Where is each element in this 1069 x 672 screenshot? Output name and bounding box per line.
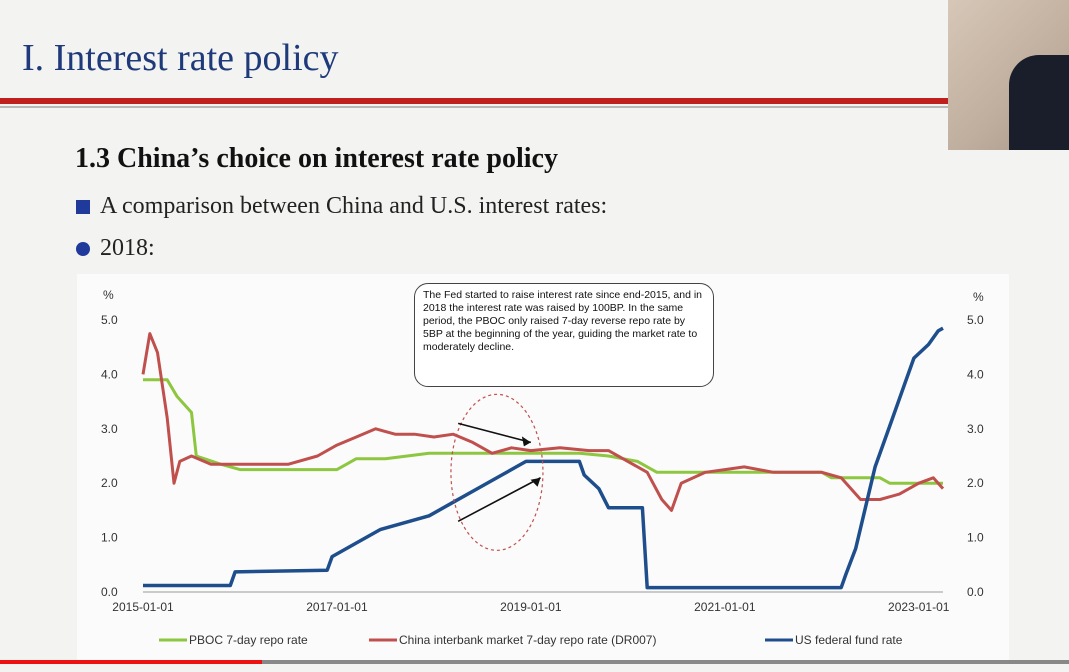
- dr007-line: [141, 332, 945, 512]
- y-tick-label-left: 1.0: [101, 531, 118, 545]
- circle-bullet-icon: [76, 241, 90, 256]
- x-tick-label: 2019-01-01: [500, 600, 562, 614]
- annotation-arrowhead-lower: [530, 477, 541, 487]
- x-tick-label: 2021-01-01: [694, 600, 756, 614]
- x-tick-label: 2017-01-01: [306, 600, 368, 614]
- fed-line: [143, 326, 944, 590]
- y-tick-label-right: 0.0: [967, 585, 984, 599]
- y-tick-label-left: 4.0: [101, 367, 118, 381]
- y-tick-label-left: 2.0: [101, 476, 118, 490]
- y-tick-label-right: 4.0: [967, 367, 984, 381]
- legend-label: PBOC 7-day repo rate: [189, 633, 308, 647]
- y-tick-label-left: 0.0: [101, 585, 118, 599]
- bullet-text: 2018:: [100, 235, 155, 261]
- video-progress-bar[interactable]: [0, 660, 1069, 664]
- y-tick-label-right: 2.0: [967, 476, 984, 490]
- y-tick-label-left: 3.0: [101, 422, 118, 436]
- slide-title: I. Interest rate policy: [22, 37, 339, 79]
- rate-chart-svg: % % 0.0 0.0 1.0 1.0 2.0 2.0 3.0 3.0 4.0 4.0 5.0 5.0 20…: [101, 288, 984, 647]
- annotation-arrowhead-upper: [521, 436, 531, 447]
- title-divider: [0, 106, 948, 108]
- y-tick-label-right: 1.0: [967, 531, 984, 545]
- video-progress-fill: [0, 660, 262, 664]
- title-underline: [0, 98, 948, 104]
- bullet-text: A comparison between China and U.S. inte…: [100, 193, 608, 219]
- highlight-ellipse: [450, 393, 544, 551]
- presenter-video[interactable]: [948, 0, 1069, 150]
- legend-label: US federal fund rate: [795, 633, 903, 647]
- y-axis-unit-left: %: [103, 288, 114, 302]
- presenter-figure: [1009, 55, 1069, 150]
- y-axis-unit-right: %: [973, 290, 984, 304]
- annotation-arrow-upper: [457, 422, 532, 444]
- legend-label: China interbank market 7-day repo rate (…: [399, 633, 656, 647]
- bullet-comparison: A comparison between China and U.S. inte…: [76, 193, 607, 220]
- x-tick-label: 2023-01-01: [888, 600, 950, 614]
- section-heading: 1.3 China’s choice on interest rate poli…: [75, 143, 558, 174]
- x-tick-label: 2015-01-01: [112, 600, 174, 614]
- square-bullet-icon: [76, 199, 90, 214]
- y-tick-label-left: 5.0: [101, 313, 118, 327]
- y-tick-label-right: 5.0: [967, 313, 984, 327]
- chart-callout: The Fed started to raise interest rate s…: [414, 283, 714, 387]
- y-tick-label-right: 3.0: [967, 422, 984, 436]
- annotation-arrow-lower: [457, 477, 541, 522]
- bullet-year: 2018:: [76, 235, 155, 262]
